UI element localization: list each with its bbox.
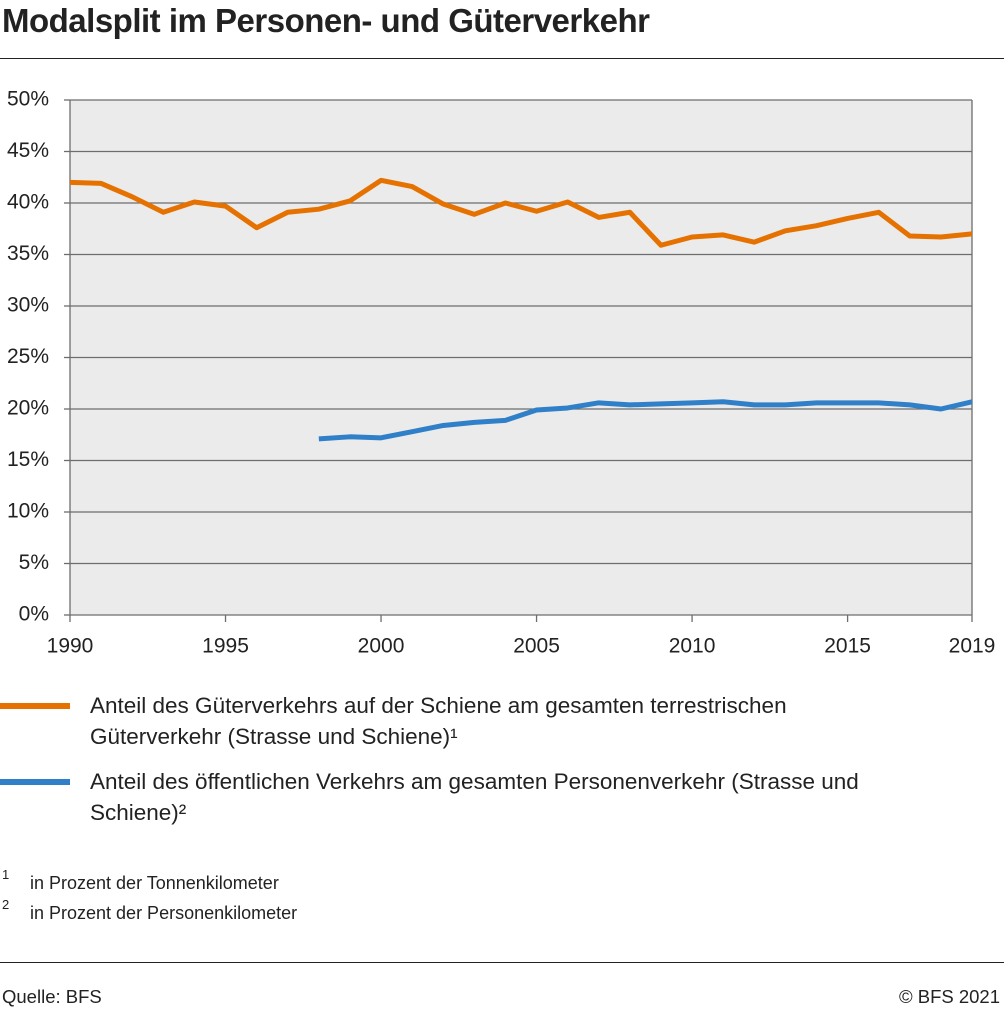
y-tick-label: 40% [7, 191, 49, 214]
legend-swatch [0, 779, 70, 785]
copyright: © BFS 2021 [898, 986, 1000, 1007]
rule [0, 962, 1004, 963]
footnote-mark: 1 [2, 867, 10, 882]
x-tick-label: 2019 [949, 635, 996, 658]
y-tick-label: 15% [7, 448, 49, 471]
x-tick-label: 2000 [358, 635, 405, 658]
y-tick-label: 35% [7, 242, 49, 265]
legend-label: Anteil des Güterverkehrs auf der Schiene… [90, 693, 787, 749]
x-tick-label: 2010 [669, 635, 716, 658]
source: Quelle: BFS [2, 986, 102, 1007]
x-tick-label: 2015 [824, 635, 871, 658]
y-tick-label: 0% [19, 603, 49, 626]
rule [0, 58, 1004, 59]
x-tick-label: 1995 [202, 635, 249, 658]
chart-title: Modalsplit im Personen- und Güterverkehr [2, 2, 650, 39]
footnote-text: in Prozent der Tonnenkilometer [30, 873, 279, 893]
legend-label: Anteil des öffentlichen Verkehrs am gesa… [90, 769, 859, 825]
x-tick-label: 2005 [513, 635, 560, 658]
series-line [318, 399, 973, 442]
y-tick-label: 30% [7, 294, 49, 317]
y-tick-label: 45% [7, 139, 49, 162]
y-tick-label: 20% [7, 397, 49, 420]
y-tick-label: 10% [7, 500, 49, 523]
footnote-text: in Prozent der Personenkilometer [30, 903, 298, 923]
series-line [69, 177, 973, 248]
y-tick-label: 25% [7, 345, 49, 368]
x-tick-label: 1990 [47, 635, 94, 658]
y-tick-label: 5% [19, 551, 49, 574]
legend-swatch [0, 703, 70, 709]
chart: 0% 5% 10% 15% 20% 25% 30% 35% 40% 45% 50% 1990 1995 2… [7, 88, 996, 658]
footnote-mark: 2 [2, 897, 10, 912]
y-tick-label: 50% [7, 88, 49, 111]
